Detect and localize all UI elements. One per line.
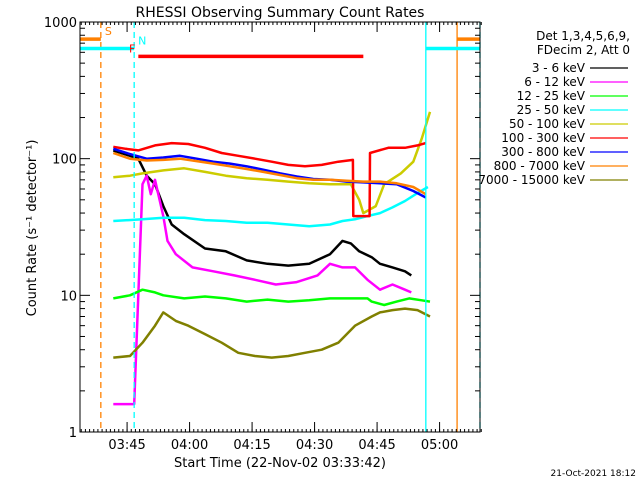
x-tick-label: 04:15 <box>233 438 270 453</box>
y-tick-label-1: 1 <box>69 426 77 441</box>
legend-header-line-1: Det 1,3,4,5,6,9, <box>536 29 630 43</box>
axes-layer: 1 10 100 1000 03:45 04:00 04:15 04:30 04:45 05:00 <box>44 16 482 453</box>
legend-label-6: 100 - 300 keV <box>501 131 585 145</box>
legend-label-2: 6 - 12 keV <box>524 75 586 89</box>
legend-label-1: 3 - 6 keV <box>532 61 586 75</box>
legend-header-line-2: FDecim 2, Att 0 <box>537 43 630 57</box>
series-layer <box>112 111 432 406</box>
chart-title: RHESSI Observing Summary Count Rates <box>136 5 425 21</box>
legend-label-8: 800 - 7000 keV <box>494 159 586 173</box>
series-line-6 <box>113 141 427 218</box>
x-tick-label: 04:30 <box>296 438 333 453</box>
x-axis-label: Start Time (22-Nov-02 03:33:42) <box>174 456 386 471</box>
x-tick-label: 04:00 <box>171 438 208 453</box>
y-tick-label-100: 100 <box>52 153 77 168</box>
series-line-7 <box>112 147 427 199</box>
series-line-4 <box>113 185 429 228</box>
legend: Det 1,3,4,5,6,9, FDecim 2, Att 0 3 - 6 k… <box>478 29 630 187</box>
flag-label-n: N <box>138 34 146 47</box>
legend-label-4: 25 - 50 keV <box>517 103 586 117</box>
series-line-8 <box>112 151 427 196</box>
series-line-9 <box>113 307 431 359</box>
y-tick-label-1000: 1000 <box>44 16 77 31</box>
flag-label-f: F <box>129 42 135 55</box>
flag-label-s: S <box>105 25 112 38</box>
plot-frame <box>79 21 481 433</box>
legend-label-5: 50 - 100 keV <box>509 117 586 131</box>
x-tick-label: 03:45 <box>108 438 145 453</box>
series-line-1 <box>112 149 412 277</box>
footer-timestamp: 21-Oct-2021 18:12 <box>551 469 636 479</box>
legend-label-7: 300 - 800 keV <box>501 145 585 159</box>
series-line-5 <box>113 111 432 215</box>
series-line-3 <box>113 288 431 307</box>
legend-label-3: 12 - 25 keV <box>517 89 586 103</box>
y-axis-label: Count Rate (s⁻¹ detector⁻¹) <box>25 140 40 317</box>
x-tick-label: 05:00 <box>421 438 458 453</box>
y-tick-label-10: 10 <box>60 289 77 304</box>
series-line-2 <box>113 174 412 406</box>
x-tick-label: 04:45 <box>358 438 395 453</box>
legend-label-9: 7000 - 15000 keV <box>478 173 585 187</box>
